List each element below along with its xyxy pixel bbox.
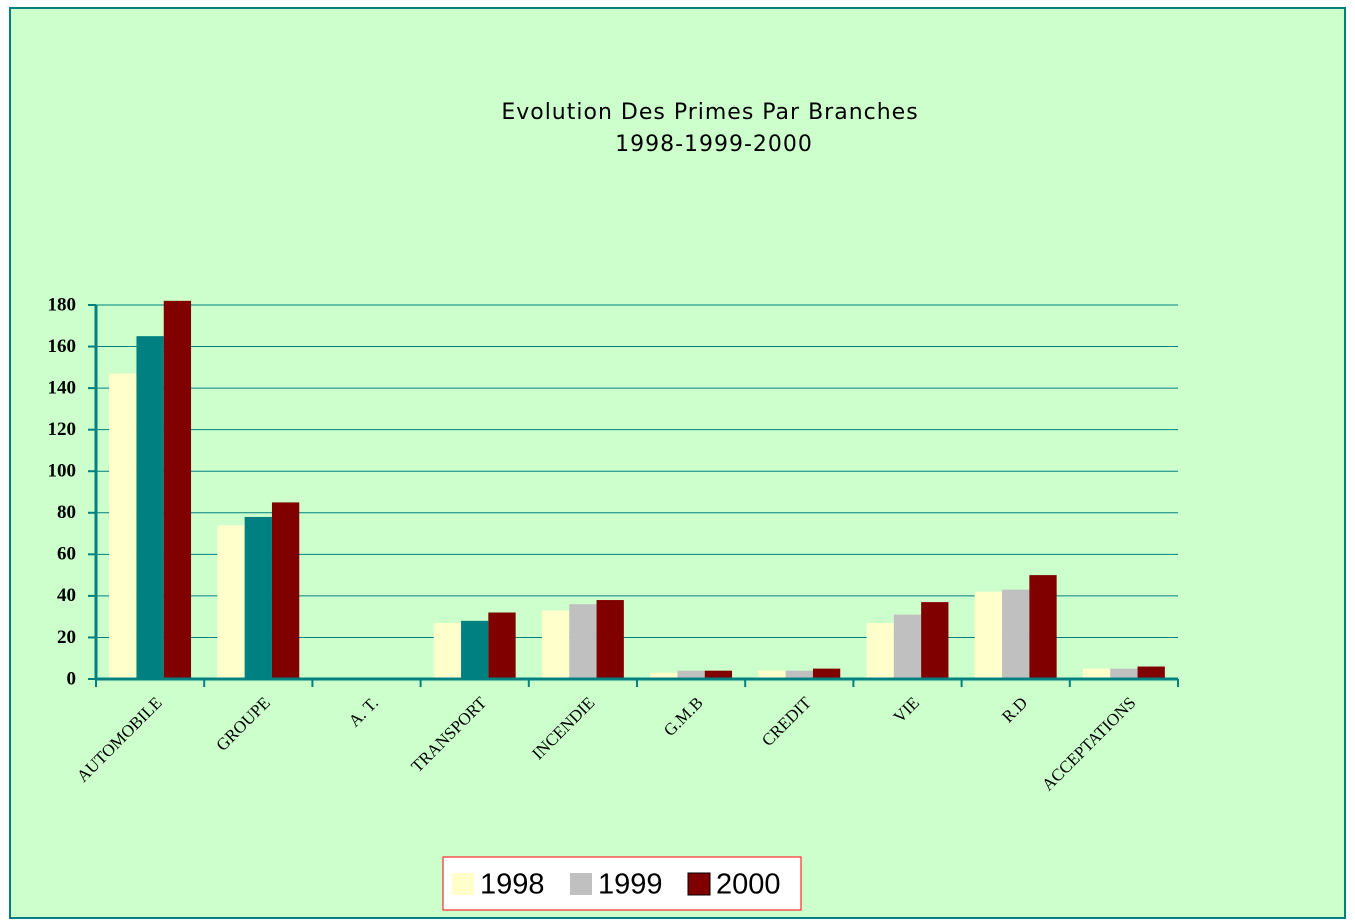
bar — [704, 670, 733, 679]
legend-box — [442, 856, 802, 911]
bar — [650, 672, 678, 679]
bar — [569, 604, 597, 679]
bar — [921, 602, 949, 679]
bar — [677, 670, 705, 679]
bar — [1002, 589, 1030, 679]
bar — [974, 591, 1003, 679]
y-tick-label: 100 — [48, 461, 77, 482]
bar — [758, 670, 786, 679]
bar — [1110, 668, 1138, 679]
chart-subtitle: 1998-1999-2000 — [615, 132, 813, 157]
bar — [1029, 575, 1057, 679]
bar — [596, 600, 624, 679]
bar — [785, 670, 813, 679]
legend-label: 2000 — [716, 869, 781, 901]
legend-swatch — [452, 873, 474, 895]
bar — [812, 668, 841, 679]
bar — [1082, 668, 1111, 679]
chart-title: Evolution Des Primes Par Branches — [501, 100, 918, 125]
bar — [1137, 666, 1165, 679]
bar — [163, 300, 192, 679]
y-tick-label: 60 — [57, 544, 76, 565]
y-tick-label: 160 — [48, 336, 77, 357]
y-tick-label: 0 — [67, 668, 77, 689]
bar — [433, 622, 462, 679]
bar — [136, 336, 164, 679]
legend-swatch — [570, 873, 592, 895]
bar — [866, 622, 894, 679]
bar — [461, 620, 489, 679]
bar — [109, 373, 137, 679]
y-tick-label: 180 — [48, 294, 77, 315]
y-tick-label: 40 — [57, 585, 76, 606]
bar — [217, 525, 245, 679]
y-tick-label: 80 — [57, 502, 76, 523]
y-tick-label: 20 — [57, 627, 76, 648]
legend-label: 1999 — [598, 869, 663, 901]
bar — [271, 502, 300, 679]
bar — [893, 614, 922, 679]
bar — [541, 610, 570, 679]
chart-frame — [9, 7, 1346, 919]
y-tick-label: 120 — [48, 419, 77, 440]
legend-label: 1998 — [480, 869, 545, 901]
bar — [488, 612, 516, 679]
y-tick-label: 140 — [48, 377, 77, 398]
legend-swatch — [687, 872, 711, 896]
bar — [244, 516, 272, 679]
